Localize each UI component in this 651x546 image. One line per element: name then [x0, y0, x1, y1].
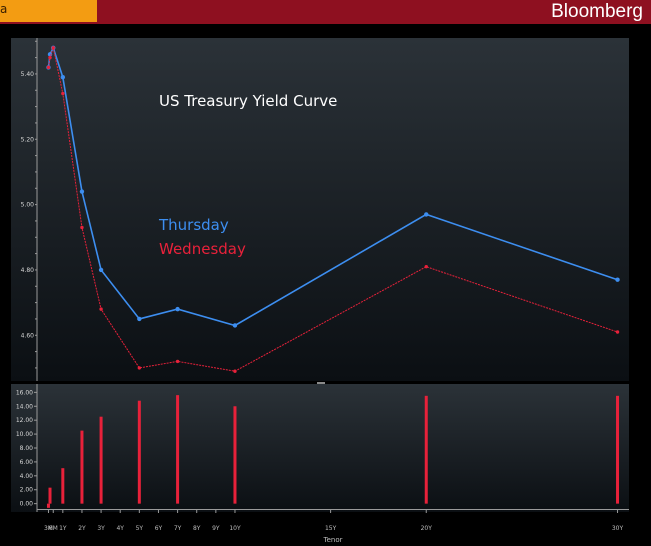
x-axis-title: Tenor — [323, 536, 343, 544]
spread-bar — [137, 400, 141, 504]
y-tick-label: 5.20 — [21, 136, 35, 143]
data-point-wednesday — [233, 369, 237, 373]
legend-thursday: Thursday — [158, 216, 229, 234]
data-point-thursday — [615, 277, 620, 282]
data-point-wednesday — [137, 366, 142, 370]
x-tick-label: 8Y — [193, 525, 201, 532]
legend-wednesday: Wednesday — [159, 240, 246, 258]
spread-bar — [424, 395, 428, 504]
y-tick-label: 4.60 — [21, 332, 35, 339]
data-point-thursday — [175, 306, 180, 312]
data-point-wednesday — [46, 65, 51, 70]
data-point-wednesday — [80, 225, 84, 230]
chart-frame: 5.40 5.20 5.00 4.80 4.60 16.00 14.00 12.00 10.0… — [0, 24, 651, 546]
y-tick-label: 5.00 — [21, 202, 35, 209]
data-point-thursday — [137, 316, 142, 322]
bar-y-tick-label: 0.00 — [20, 501, 34, 508]
data-point-wednesday — [99, 307, 103, 311]
data-point-thursday — [79, 189, 85, 194]
x-tick-label: 1Y — [59, 525, 67, 532]
x-tick-label: 3Y — [97, 525, 105, 532]
bar-y-tick-label: 8.00 — [20, 445, 34, 452]
data-point-wednesday — [424, 264, 428, 269]
spread-bar — [80, 430, 84, 504]
data-point-wednesday — [175, 359, 180, 364]
bottom-plot-panel — [11, 384, 629, 512]
data-point-thursday — [98, 267, 104, 273]
spread-bar — [61, 468, 65, 504]
bloomberg-logo: Bloomberg — [551, 1, 643, 22]
bar-y-tick-label: 12.00 — [16, 417, 33, 424]
x-tick-label: 3M — [44, 525, 53, 532]
bar-y-tick-label: 14.00 — [16, 403, 33, 410]
y-tick-label: 4.80 — [21, 267, 35, 274]
data-point-thursday — [232, 323, 238, 328]
x-tick-label: 20Y — [421, 525, 433, 532]
data-point-wednesday — [51, 46, 55, 50]
bar-y-tick-label: 6.00 — [20, 459, 34, 466]
bar-y-tick-label: 4.00 — [20, 473, 34, 480]
data-point-wednesday — [48, 55, 52, 60]
spread-bar — [99, 416, 103, 504]
spread-bar — [46, 503, 50, 508]
data-point-thursday — [424, 212, 429, 217]
x-tick-label: 10Y — [229, 525, 241, 532]
x-tick-label: 2Y — [78, 525, 86, 532]
spread-bar — [233, 406, 237, 504]
title-bar: a Bloomberg — [0, 0, 651, 24]
data-point-wednesday — [61, 91, 65, 96]
x-tick-label: 6M — [49, 525, 58, 532]
top-plot-panel — [11, 38, 629, 381]
data-point-thursday — [60, 75, 66, 80]
function-tab-text: a — [0, 2, 8, 16]
chart-title: US Treasury Yield Curve — [159, 92, 337, 110]
y-tick-label: 5.40 — [21, 71, 35, 78]
x-tick-label: 5Y — [136, 525, 144, 532]
x-tick-label: 4Y — [116, 525, 124, 532]
x-tick-label: 15Y — [325, 525, 337, 532]
x-tick-label: 6Y — [155, 525, 163, 532]
x-tick-label: 9Y — [212, 525, 220, 532]
yield-curve-chart: 5.40 5.20 5.00 4.80 4.60 16.00 14.00 12.00 10.0… — [11, 38, 629, 544]
spread-bar — [176, 395, 180, 504]
x-tick-label: 7Y — [174, 525, 182, 532]
panel-resize-handle[interactable] — [317, 382, 325, 384]
spread-bar — [48, 487, 52, 504]
function-tab[interactable]: a — [0, 0, 97, 22]
bar-y-tick-label: 2.00 — [20, 487, 34, 494]
bar-y-tick-label: 10.00 — [16, 431, 33, 438]
bar-y-tick-label: 16.00 — [16, 389, 33, 396]
spread-bar — [616, 395, 620, 504]
data-point-wednesday — [615, 330, 620, 334]
x-tick-label: 30Y — [612, 525, 624, 532]
